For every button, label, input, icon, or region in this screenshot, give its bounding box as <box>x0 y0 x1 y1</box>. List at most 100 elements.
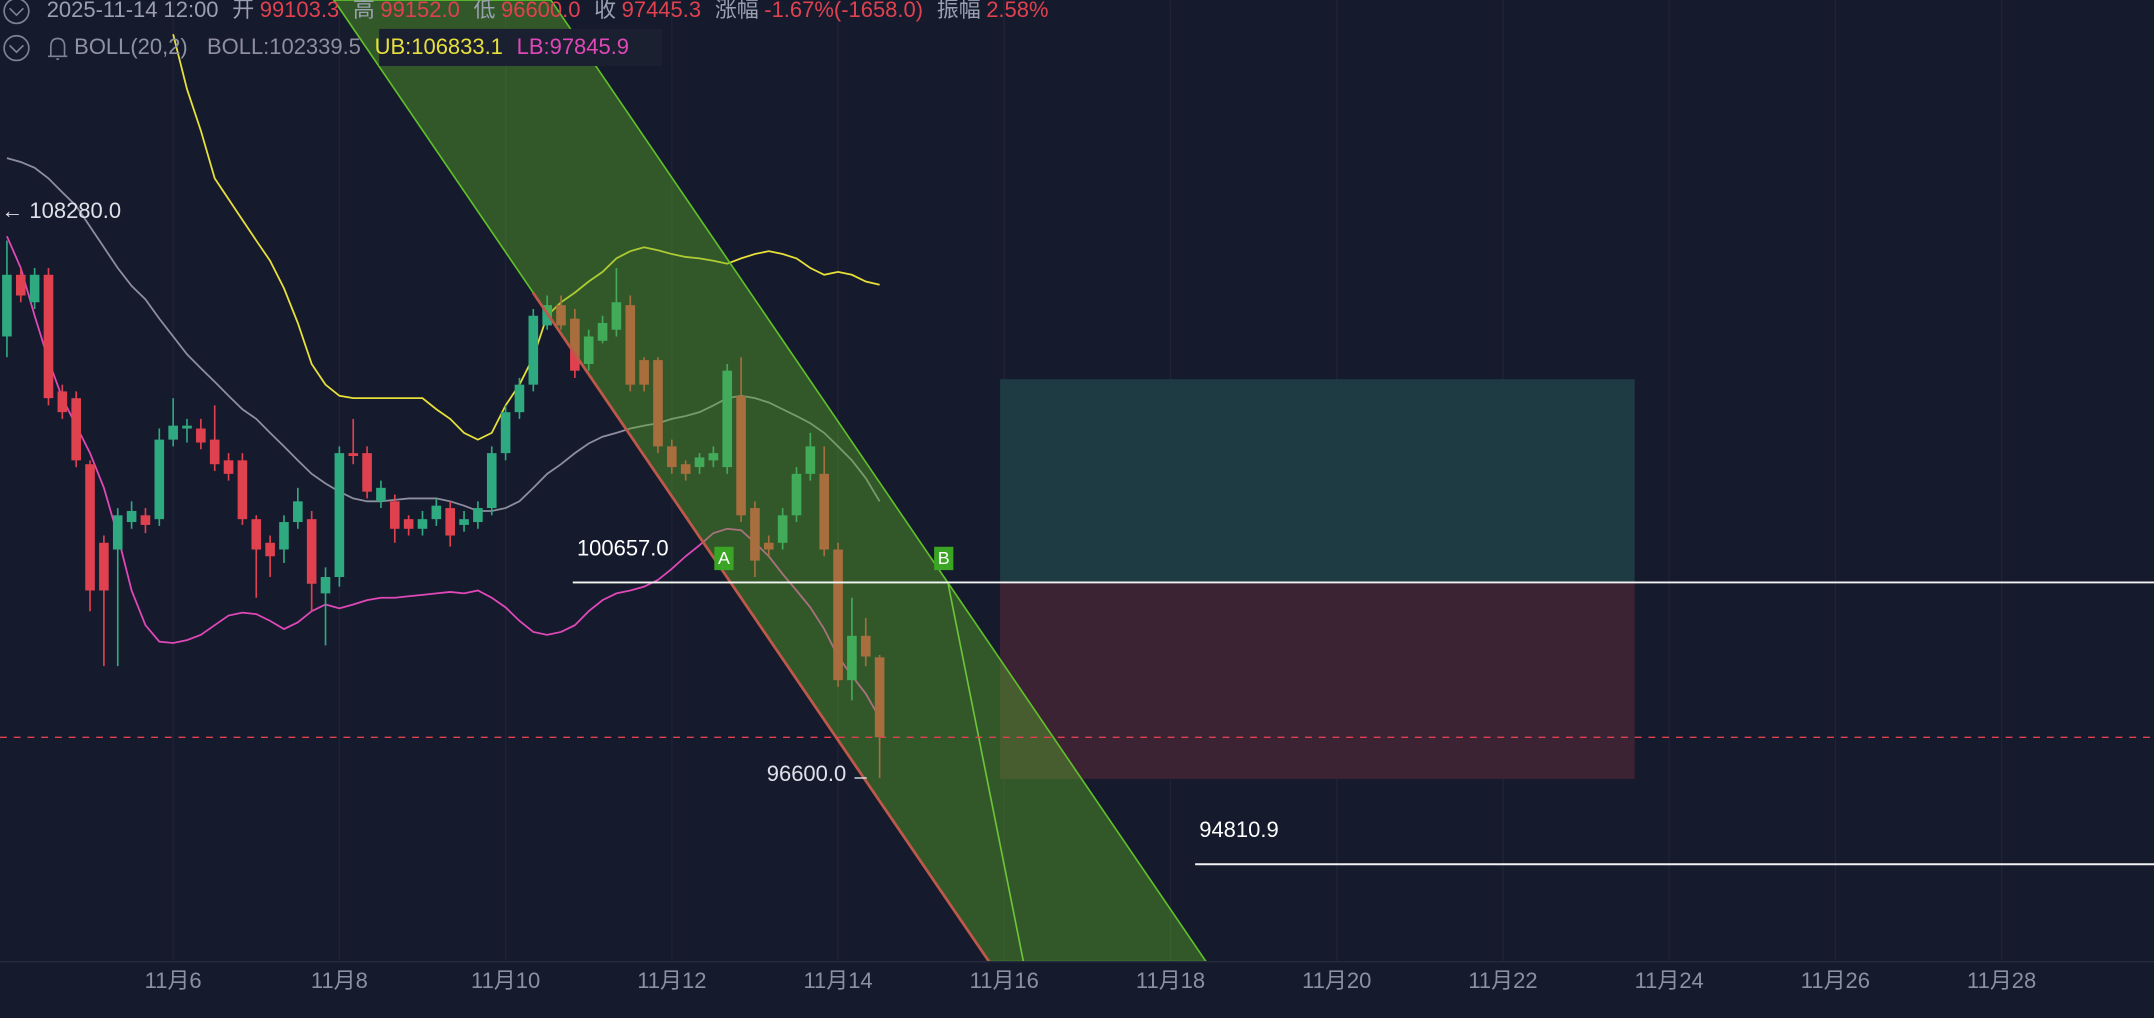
candles <box>2 240 885 778</box>
x-tick-label: 11月14 <box>803 968 872 993</box>
x-tick-label: 11月6 <box>145 968 202 993</box>
legend-entry: BOLL:102339.5 <box>207 34 361 59</box>
indicator-line <box>6 235 881 719</box>
trend-line <box>947 582 1025 962</box>
candle-body <box>126 510 137 523</box>
marker-label: A <box>718 548 730 568</box>
candle-body <box>196 428 206 443</box>
x-tick-label: 11月28 <box>1967 968 2036 993</box>
candle-body <box>29 274 40 303</box>
field-label: 振幅 <box>937 0 981 22</box>
candle-body <box>514 384 525 413</box>
field-value: 99103.3 <box>260 0 339 22</box>
candle-body <box>486 453 497 509</box>
candle-body <box>57 391 68 413</box>
candle-body <box>722 370 733 468</box>
time: 2025-11-14 12:00 <box>47 0 219 22</box>
candle-body <box>112 515 123 550</box>
candle-body <box>667 446 677 468</box>
candle-body <box>860 635 871 657</box>
candle-body <box>611 302 622 330</box>
profit-zone <box>1000 379 1635 583</box>
candle-body <box>445 508 456 536</box>
x-axis: 11月6 11月8 11月10 11月12 11月14 11月16 11月18 11月20 11… <box>145 968 2037 993</box>
field-value: 2.58% <box>986 0 1048 22</box>
x-tick-label: 11月18 <box>1136 968 1205 993</box>
candle-body <box>85 464 95 591</box>
indicator-line <box>172 34 880 441</box>
candle-body <box>459 519 469 525</box>
candle-body <box>736 395 746 516</box>
candle-body <box>791 473 802 516</box>
candle-body <box>597 322 608 341</box>
candle-body <box>15 274 26 296</box>
marker-box <box>934 546 954 571</box>
candle-body <box>71 398 81 461</box>
indicator-header: BOLL(20,2) BOLL:102339.5 UB:106833.1 LB:978… <box>74 34 629 59</box>
candle-body <box>694 457 705 468</box>
collapse-icon[interactable] <box>3 34 30 62</box>
indicator-line <box>6 157 881 512</box>
candle-body <box>653 360 663 447</box>
candle-body <box>874 657 885 738</box>
candle-body <box>625 305 636 385</box>
candle-body <box>847 635 857 681</box>
candle-body <box>154 439 165 520</box>
x-axis-band <box>0 961 2154 1018</box>
x-tick-label: 11月20 <box>1302 968 1371 993</box>
field-label: 高 <box>353 0 375 22</box>
loss-zone <box>1000 582 1635 779</box>
marker-box <box>714 546 734 571</box>
alert-icon[interactable] <box>48 37 68 60</box>
legend-entry: LB:97845.9 <box>517 34 629 59</box>
candle-body <box>763 542 774 550</box>
ohlc-header: 2025-11-14 12:00 开 99103.3 高 99152.0 低 96600.0… <box>47 0 1049 22</box>
candle-body <box>500 412 511 454</box>
collapse-icon[interactable] <box>3 0 30 25</box>
candle-body <box>306 519 317 584</box>
low-label: 96600.0 <box>767 761 846 786</box>
field-label: 收 <box>594 0 616 22</box>
candle-body <box>237 460 248 520</box>
candle-body <box>376 487 386 502</box>
candle-body <box>293 501 303 523</box>
candle-body <box>209 439 220 465</box>
x-tick-label: 11月8 <box>311 968 368 993</box>
candle-body <box>819 473 830 550</box>
annotations: 100657.0 94810.9 ← 108280.0 96600.0 A B <box>0 198 2154 866</box>
candle-body <box>833 549 843 681</box>
legend-entry: UB:106833.1 <box>375 34 503 59</box>
field-label: 开 <box>232 0 254 22</box>
x-tick-label: 11月22 <box>1468 968 1537 993</box>
header-icons <box>3 0 68 62</box>
trend-line <box>531 291 991 963</box>
price-line-label: 100657.0 <box>577 535 669 560</box>
candle-body <box>750 508 760 561</box>
chevron <box>9 7 24 17</box>
candle-body <box>348 453 359 457</box>
x-tick-label: 11月10 <box>471 968 540 993</box>
candle-body <box>140 515 151 525</box>
candle-body <box>223 460 234 474</box>
candle-body <box>251 519 262 550</box>
x-tick-label: 11月12 <box>637 968 706 993</box>
chevron <box>9 44 24 54</box>
candle-body <box>708 453 719 461</box>
position-tool <box>1000 379 1635 779</box>
candle-body <box>570 318 580 371</box>
candle-body <box>680 464 691 474</box>
candle-body <box>403 519 414 529</box>
candle-body <box>639 360 649 385</box>
candle-body <box>389 501 400 529</box>
candle-body <box>279 522 289 550</box>
candle-body <box>320 576 331 594</box>
indicator-lines <box>6 34 881 719</box>
candle-body <box>805 446 816 474</box>
candle-body <box>265 542 275 557</box>
candle-body <box>777 515 788 543</box>
candle-body <box>99 542 109 591</box>
field-value: 99152.0 <box>380 0 459 22</box>
price-line-label: 94810.9 <box>1199 817 1278 842</box>
candle-body <box>528 315 539 385</box>
indicator-name: BOLL(20,2) <box>74 34 188 59</box>
